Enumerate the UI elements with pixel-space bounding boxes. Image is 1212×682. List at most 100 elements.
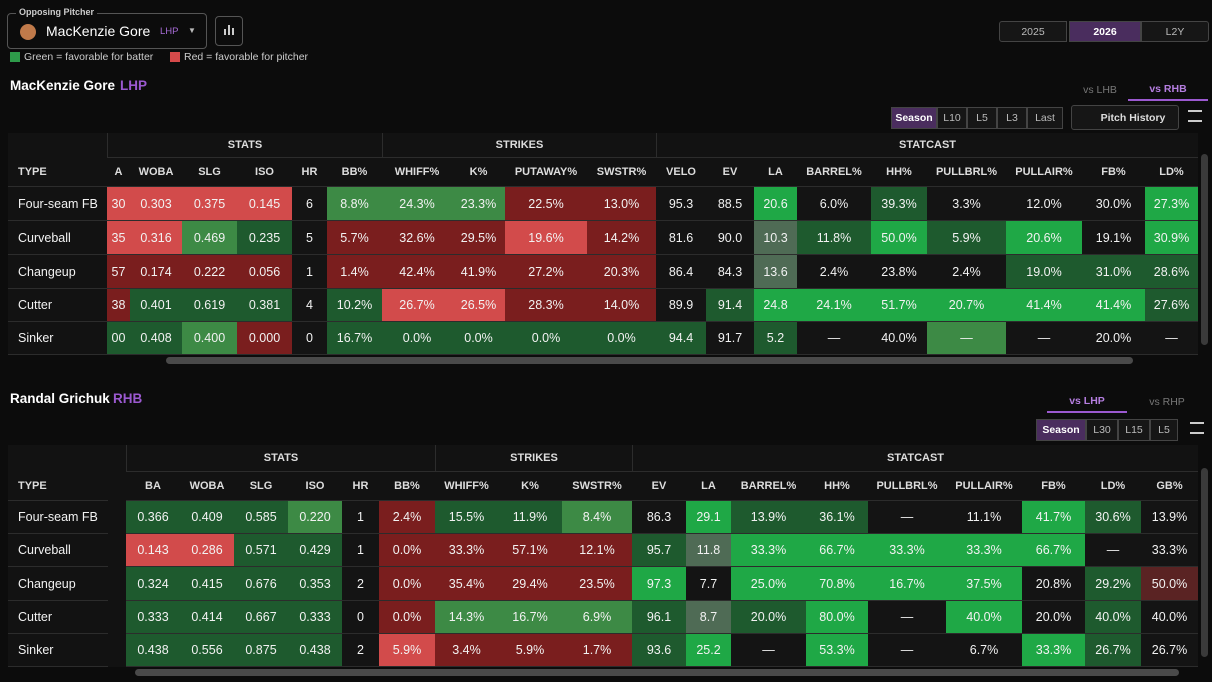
table-cell: 33.3% <box>435 534 498 567</box>
group-header: STRIKES <box>435 445 632 472</box>
column-header: ISO <box>237 158 292 187</box>
table-cell: 3.3% <box>927 187 1006 221</box>
pitcher-name: MacKenzie Gore <box>46 23 151 39</box>
table-cell: 1.7% <box>562 634 632 667</box>
range-button[interactable]: L3 <box>997 107 1027 129</box>
table-cell: 0.353 <box>288 567 342 601</box>
table-cell: — <box>797 322 871 355</box>
scrollbar-vertical[interactable] <box>1201 468 1208 657</box>
season-tab[interactable]: 2026 <box>1069 21 1141 42</box>
table-cell: — <box>868 634 946 667</box>
table-cell: 5.9% <box>927 221 1006 255</box>
table-cell: 6 <box>292 187 327 221</box>
column-header: FB% <box>1022 472 1085 501</box>
column-header: BA <box>126 472 180 501</box>
table-cell: 0.415 <box>180 567 234 601</box>
table-cell: — <box>927 322 1006 355</box>
table-cell: 26.7% <box>1085 634 1141 667</box>
section-hand: LHP <box>120 78 147 93</box>
column-header: BARREL% <box>731 472 806 501</box>
table-cell: 19.6% <box>505 221 587 255</box>
table-cell: 36.1% <box>806 501 868 534</box>
table-cell: 8.4% <box>562 501 632 534</box>
table-cell: 97.3 <box>632 567 686 601</box>
table-cell: 26.7% <box>382 289 452 322</box>
table-cell: 33.3% <box>1022 634 1085 667</box>
range-button[interactable]: Season <box>891 107 937 129</box>
table-cell: 38 <box>107 289 130 322</box>
table-cell: 24.8 <box>754 289 797 322</box>
table-cell: — <box>868 501 946 534</box>
range-button[interactable]: L15 <box>1118 419 1150 441</box>
table-cell: 1 <box>342 501 379 534</box>
table-cell: 0.366 <box>126 501 180 534</box>
table-cell: 0.667 <box>234 601 288 634</box>
table-cell: 0.0% <box>379 601 435 634</box>
table-cell: 6.7% <box>946 634 1022 667</box>
table-cell: 11.8 <box>686 534 731 567</box>
range-button[interactable]: Season <box>1036 419 1086 441</box>
pitch-history-button[interactable]: Pitch History <box>1071 105 1179 130</box>
group-header: STRIKES <box>382 133 656 158</box>
season-tab[interactable]: 2025 <box>999 21 1067 42</box>
table-cell: 10.3 <box>754 221 797 255</box>
table-cell: 40.0% <box>1141 601 1198 634</box>
scrollbar-vertical[interactable] <box>1201 154 1208 345</box>
split-tab[interactable]: vs LHB <box>1083 84 1117 96</box>
table-cell: — <box>868 601 946 634</box>
column-header: EV <box>706 158 754 187</box>
split-tab[interactable]: vs RHP <box>1149 396 1185 408</box>
settings-icon[interactable] <box>1190 422 1204 434</box>
range-button[interactable]: L10 <box>937 107 967 129</box>
chart-button[interactable] <box>215 16 243 46</box>
table-cell: 42.4% <box>382 255 452 289</box>
group-header: STATS <box>107 133 382 158</box>
table-cell: 0.0% <box>452 322 505 355</box>
settings-icon[interactable] <box>1188 110 1202 122</box>
column-header: GB% <box>1141 472 1198 501</box>
scrollbar-thumb[interactable] <box>135 669 1179 676</box>
column-header: WOBA <box>180 472 234 501</box>
range-button[interactable]: L5 <box>1150 419 1178 441</box>
split-tab[interactable]: vs RHB <box>1128 79 1208 101</box>
table-cell: 5.9% <box>379 634 435 667</box>
table-cell: 16.7% <box>327 322 382 355</box>
range-button[interactable]: L30 <box>1086 419 1118 441</box>
table-cell: 30 <box>107 187 130 221</box>
season-tab[interactable]: L2Y <box>1141 21 1209 42</box>
table-cell: Sinker <box>8 322 107 355</box>
table-cell: 0.0% <box>505 322 587 355</box>
column-header: WHIFF% <box>435 472 498 501</box>
legend-text: Red = favorable for pitcher <box>184 51 309 63</box>
table-cell: 93.6 <box>632 634 686 667</box>
table-cell: 2 <box>342 634 379 667</box>
range-button[interactable]: Last <box>1027 107 1063 129</box>
table-cell: Changeup <box>8 567 108 601</box>
table-cell: 28.3% <box>505 289 587 322</box>
table-cell: 91.7 <box>706 322 754 355</box>
table-cell: 0.220 <box>288 501 342 534</box>
table-cell: 41.7% <box>1022 501 1085 534</box>
table-cell: 29.5% <box>452 221 505 255</box>
table-cell: 37.5% <box>946 567 1022 601</box>
table-cell: 0.324 <box>126 567 180 601</box>
table-cell: 0.145 <box>237 187 292 221</box>
table-cell: — <box>1145 322 1198 355</box>
table-cell: 0.174 <box>130 255 182 289</box>
table-cell: 0.333 <box>126 601 180 634</box>
pitcher-select[interactable] <box>7 13 207 49</box>
table-cell: Four-seam FB <box>8 501 108 534</box>
table-cell: 3.4% <box>435 634 498 667</box>
table-cell: 0.222 <box>182 255 237 289</box>
split-tab[interactable]: vs LHP <box>1047 391 1127 413</box>
column-header: PULLAIR% <box>1006 158 1082 187</box>
table-cell: 2.4% <box>379 501 435 534</box>
range-button[interactable]: L5 <box>967 107 997 129</box>
table-cell: 20.0% <box>1022 601 1085 634</box>
column-header: PUTAWAY% <box>505 158 587 187</box>
table-cell: 27.2% <box>505 255 587 289</box>
column-header: PULLBRL% <box>868 472 946 501</box>
section-hand: RHB <box>113 391 143 406</box>
table-cell: Changeup <box>8 255 107 289</box>
scrollbar-thumb[interactable] <box>166 357 1133 364</box>
